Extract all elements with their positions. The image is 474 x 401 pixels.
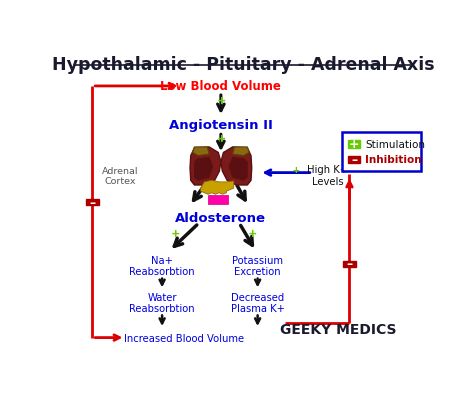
FancyBboxPatch shape <box>342 133 421 172</box>
Text: –: – <box>351 154 357 166</box>
FancyBboxPatch shape <box>348 141 360 148</box>
FancyBboxPatch shape <box>208 196 228 205</box>
Polygon shape <box>192 148 209 156</box>
Polygon shape <box>190 148 221 186</box>
Text: GEEKY MEDICS: GEEKY MEDICS <box>280 322 397 336</box>
Text: High K+
Levels: High K+ Levels <box>307 164 348 186</box>
Polygon shape <box>201 181 234 195</box>
FancyBboxPatch shape <box>86 199 99 206</box>
FancyBboxPatch shape <box>348 156 360 163</box>
Text: +: + <box>217 132 225 146</box>
Text: Increased Blood Volume: Increased Blood Volume <box>124 333 244 343</box>
Text: Angiotensin II: Angiotensin II <box>169 119 273 132</box>
Text: Water
Reabsorbtion: Water Reabsorbtion <box>129 292 195 314</box>
Text: Stimulation: Stimulation <box>365 140 425 150</box>
Polygon shape <box>229 158 247 181</box>
Text: +: + <box>349 138 360 151</box>
Text: Na+
Reabsorbtion: Na+ Reabsorbtion <box>129 255 195 277</box>
Text: Potassium
Excretion: Potassium Excretion <box>232 255 283 277</box>
Text: +: + <box>171 227 179 241</box>
Text: Adrenal
Cortex: Adrenal Cortex <box>101 166 138 186</box>
Text: +: + <box>293 164 300 174</box>
Text: Inhibition: Inhibition <box>365 155 422 165</box>
FancyBboxPatch shape <box>343 261 356 267</box>
Text: Decreased
Plasma K+: Decreased Plasma K+ <box>231 292 284 314</box>
Polygon shape <box>194 158 213 181</box>
Text: Low Blood Volume: Low Blood Volume <box>160 80 282 93</box>
Polygon shape <box>221 148 252 186</box>
Text: –: – <box>346 258 353 271</box>
Text: –: – <box>89 196 95 209</box>
Text: +: + <box>217 95 225 108</box>
Text: +: + <box>248 227 256 241</box>
Polygon shape <box>233 148 249 156</box>
Text: Hypothalamic - Pituitary - Adrenal Axis: Hypothalamic - Pituitary - Adrenal Axis <box>52 56 434 74</box>
Text: Aldosterone: Aldosterone <box>175 211 266 225</box>
